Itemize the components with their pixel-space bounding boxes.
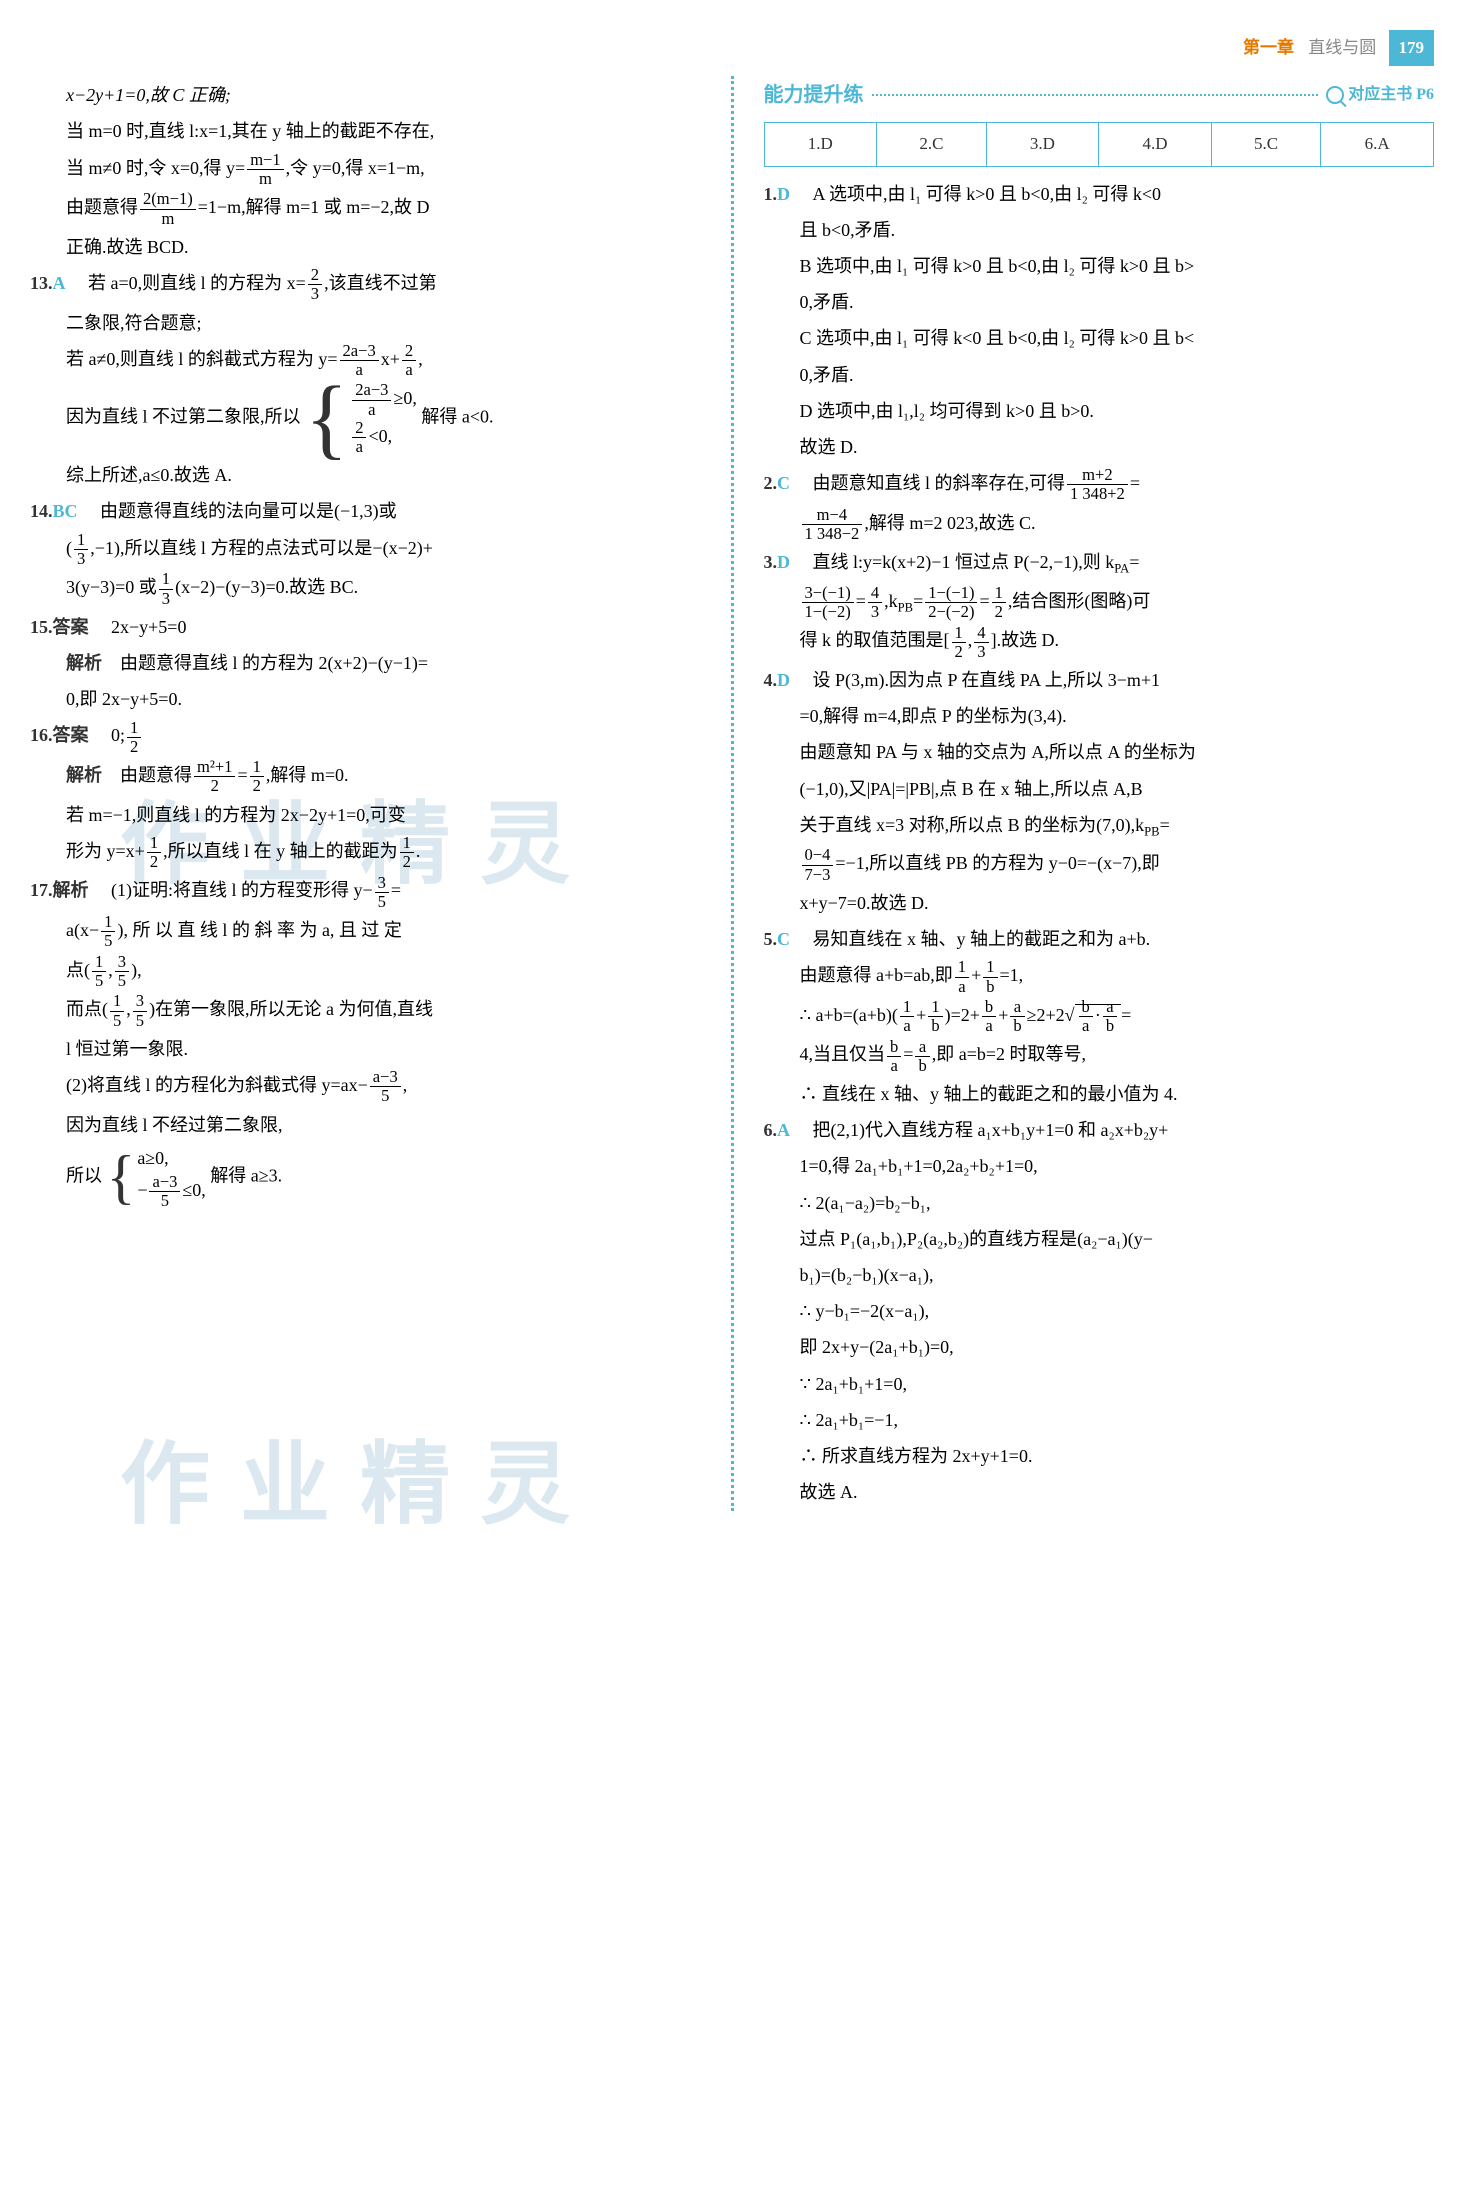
text: 形为 y=x+12,所以直线 l 在 y 轴上的截距为12. — [30, 834, 701, 872]
text: 3(y−3)=0 或13(x−2)−(y−3)=0.故选 BC. — [30, 570, 701, 608]
text: m−41 348−2,解得 m=2 023,故选 C. — [764, 506, 1435, 544]
text: B 选项中,由 l₁ 可得 k>0 且 b<0,由 l₂ 可得 k>0 且 b> — [764, 249, 1435, 283]
text: 由题意知 PA 与 x 轴的交点为 A,所以点 A 的坐标为 — [764, 735, 1435, 769]
text: ∴ 2(a₁−a₂)=b₂−b₁, — [764, 1186, 1435, 1220]
q6: 6.A 把(2,1)代入直线方程 a₁x+b₁y+1=0 和 a₂x+b₂y+ — [764, 1113, 1435, 1147]
text: 二象限,符合题意; — [30, 306, 701, 340]
table-row: 1.D 2.C 3.D 4.D 5.C 6.A — [764, 123, 1434, 166]
text: 0,矛盾. — [764, 358, 1435, 392]
text: 综上所述,a≤0.故选 A. — [30, 458, 701, 492]
text: 由题意得2(m−1)m=1−m,解得 m=1 或 m=−2,故 D — [30, 190, 701, 228]
text: (2)将直线 l 的方程化为斜截式得 y=ax−a−35, — [30, 1068, 701, 1106]
text: 因为直线 l 不经过第二象限, — [30, 1108, 701, 1142]
search-icon — [1326, 86, 1344, 104]
text: 1=0,得 2a₁+b₁+1=0,2a₂+b₂+1=0, — [764, 1149, 1435, 1183]
text: =0,解得 m=4,即点 P 的坐标为(3,4). — [764, 699, 1435, 733]
text: 3−(−1)1−(−2)=43,kPB=1−(−1)2−(−2)=12,结合图形… — [764, 584, 1435, 622]
text: (−1,0),又|PA|=|PB|,点 B 在 x 轴上,所以点 A,B — [764, 772, 1435, 806]
text: 故选 A. — [764, 1475, 1435, 1509]
page-header: 第一章 直线与圆 179 — [30, 30, 1434, 76]
q16: 16.答案 0;12 — [30, 718, 701, 756]
q15: 15.答案 2x−y+5=0 — [30, 610, 701, 644]
text: 即 2x+y−(2a₁+b₁)=0, — [764, 1330, 1435, 1364]
q17: 17.解析 (1)证明:将直线 l 的方程变形得 y−35= — [30, 873, 701, 911]
text: 0,矛盾. — [764, 285, 1435, 319]
column-divider — [731, 76, 734, 1511]
left-column: x−2y+1=0,故 C 正确; 当 m=0 时,直线 l:x=1,其在 y 轴… — [30, 76, 711, 1511]
text: 故选 D. — [764, 430, 1435, 464]
page-number: 179 — [1389, 30, 1435, 66]
text: 4,当且仅当ba=ab,即 a=b=2 时取等号, — [764, 1037, 1435, 1075]
q4: 4.D 设 P(3,m).因为点 P 在直线 PA 上,所以 3−m+1 — [764, 663, 1435, 697]
text: (13,−1),所以直线 l 方程的点法式可以是−(x−2)+ — [30, 531, 701, 569]
section-label: 直线与圆 — [1308, 38, 1376, 57]
text: ∴ a+b=(a+b)(1a+1b)=2+ba+ab≥2+2√ba·ab= — [764, 998, 1435, 1036]
q14: 14.BC 由题意得直线的法向量可以是(−1,3)或 — [30, 494, 701, 528]
q5: 5.C 易知直线在 x 轴、y 轴上的截距之和为 a+b. — [764, 922, 1435, 956]
text: a(x−15), 所 以 直 线 l 的 斜 率 为 a, 且 过 定 — [30, 913, 701, 951]
text: x−2y+1=0,故 C 正确; — [30, 78, 701, 112]
text: 解析 由题意得m²+12=12,解得 m=0. — [30, 758, 701, 796]
q1: 1.D A 选项中,由 l₁ 可得 k>0 且 b<0,由 l₂ 可得 k<0 — [764, 177, 1435, 211]
text: 若 a≠0,则直线 l 的斜截式方程为 y=2a−3ax+2a, — [30, 342, 701, 380]
section-title: 能力提升练 对应主书 P6 — [764, 76, 1435, 114]
text: 而点(15,35)在第一象限,所以无论 a 为何值,直线 — [30, 992, 701, 1030]
right-column: 能力提升练 对应主书 P6 1.D 2.C 3.D 4.D 5.C 6.A 1.… — [754, 76, 1435, 1511]
text: 点(15,35), — [30, 953, 701, 991]
text: 0,即 2x−y+5=0. — [30, 682, 701, 716]
text: 当 m=0 时,直线 l:x=1,其在 y 轴上的截距不存在, — [30, 114, 701, 148]
text: 关于直线 x=3 对称,所以点 B 的坐标为(7,0),kPB= — [764, 808, 1435, 845]
q3: 3.D 直线 l:y=k(x+2)−1 恒过点 P(−2,−1),则 kPA= — [764, 545, 1435, 582]
q13: 13.A 若 a=0,则直线 l 的方程为 x=23,该直线不过第 — [30, 266, 701, 304]
chapter-label: 第一章 — [1243, 38, 1294, 57]
text: 当 m≠0 时,令 x=0,得 y=m−1m,令 y=0,得 x=1−m, — [30, 151, 701, 189]
text: C 选项中,由 l₁ 可得 k<0 且 b<0,由 l₂ 可得 k>0 且 b< — [764, 321, 1435, 355]
text: x+y−7=0.故选 D. — [764, 886, 1435, 920]
text: 由题意得 a+b=ab,即1a+1b=1, — [764, 958, 1435, 996]
text: ∴ 2a₁+b₁=−1, — [764, 1403, 1435, 1437]
text: ∵ 2a₁+b₁+1=0, — [764, 1367, 1435, 1401]
text: l 恒过第一象限. — [30, 1032, 701, 1066]
text: 所以 { a≥0, −a−35≤0, 解得 a≥3. — [30, 1144, 701, 1210]
text: D 选项中,由 l₁,l₂ 均可得到 k>0 且 b>0. — [764, 394, 1435, 428]
text: 解析 由题意得直线 l 的方程为 2(x+2)−(y−1)= — [30, 646, 701, 680]
text: b₁)=(b₂−b₁)(x−a₁), — [764, 1258, 1435, 1292]
text: 得 k 的取值范围是[12,43].故选 D. — [764, 623, 1435, 661]
text: 过点 P₁(a₁,b₁),P₂(a₂,b₂)的直线方程是(a₂−a₁)(y− — [764, 1222, 1435, 1256]
text: ∴ 所求直线方程为 2x+y+1=0. — [764, 1439, 1435, 1473]
text: ∴ y−b₁=−2(x−a₁), — [764, 1294, 1435, 1328]
text: ∴ 直线在 x 轴、y 轴上的截距之和的最小值为 4. — [764, 1077, 1435, 1111]
text: 若 m=−1,则直线 l 的方程为 2x−2y+1=0,可变 — [30, 798, 701, 832]
answer-table: 1.D 2.C 3.D 4.D 5.C 6.A — [764, 122, 1435, 166]
text: 因为直线 l 不过第二象限,所以 { 2a−3a≥0, 2a<0, 解得 a<0… — [30, 381, 701, 456]
text: 且 b<0,矛盾. — [764, 213, 1435, 247]
q2: 2.C 由题意知直线 l 的斜率存在,可得m+21 348+2= — [764, 466, 1435, 504]
text: 正确.故选 BCD. — [30, 230, 701, 264]
text: 0−47−3=−1,所以直线 PB 的方程为 y−0=−(x−7),即 — [764, 846, 1435, 884]
